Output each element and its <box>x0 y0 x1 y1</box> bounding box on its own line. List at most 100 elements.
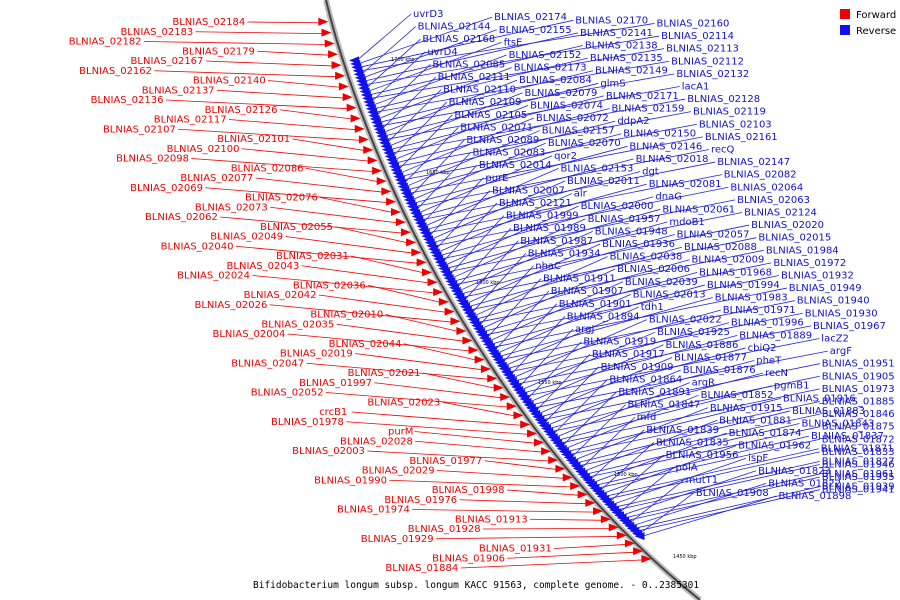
forward-connector <box>403 343 479 362</box>
forward-feature <box>422 268 433 277</box>
reverse-gene-label: BLNIAS_01925 <box>657 327 730 338</box>
forward-connector <box>459 499 590 505</box>
forward-connector <box>320 197 396 214</box>
legend-forward-swatch <box>840 9 850 19</box>
forward-connector <box>247 21 323 24</box>
reverse-gene-label: BLNIAS_01843 <box>802 419 875 430</box>
reverse-connector <box>580 416 636 469</box>
reverse-connector <box>607 451 820 500</box>
forward-connector <box>442 401 518 417</box>
forward-connector <box>346 421 532 435</box>
forward-gene-label: BLNIAS_02010 <box>310 310 383 321</box>
label-connectors <box>143 13 828 569</box>
reverse-connector <box>360 23 655 72</box>
forward-feature <box>358 135 369 144</box>
reverse-gene-label: BLNIAS_02013 <box>633 289 706 300</box>
reverse-connector <box>512 319 648 379</box>
forward-connector <box>270 206 400 224</box>
reverse-gene-label: BLNIAS_02135 <box>590 53 663 64</box>
forward-gene-label: BLNIAS_02029 <box>362 466 435 477</box>
reverse-gene-label: BLNIAS_02084 <box>519 75 592 86</box>
map-caption: Bifidobacterium longum subsp. longum KAC… <box>253 580 699 591</box>
reverse-connector <box>562 391 617 447</box>
forward-gene-label: BLNIAS_02117 <box>154 115 227 126</box>
forward-gene-label: BLNIAS_02024 <box>177 271 250 282</box>
forward-gene-label: BLNIAS_01990 <box>314 475 387 486</box>
reverse-connector <box>393 104 529 161</box>
forward-gene-label: BLNIAS_02055 <box>260 222 333 233</box>
reverse-connector <box>458 231 593 292</box>
reverse-gene-label: BLNIAS_02161 <box>705 132 778 143</box>
reverse-connector <box>410 139 465 197</box>
reverse-connector <box>494 290 550 351</box>
reverse-gene-label: BLNIAS_01891 <box>618 387 691 398</box>
reverse-gene-label: BLNIAS_01907 <box>551 286 624 297</box>
forward-connector <box>336 323 467 342</box>
forward-gene-label: BLNIAS_02162 <box>79 66 152 77</box>
reverse-gene-label: BLNIAS_01919 <box>583 337 656 348</box>
forward-gene-label: BLNIAS_01977 <box>409 456 482 467</box>
reverse-gene-label: BLNIAS_02057 <box>677 230 750 241</box>
reverse-gene-label: BLNIAS_01889 <box>739 330 812 341</box>
forward-connector <box>435 536 621 540</box>
forward-feature <box>520 420 531 429</box>
reverse-gene-label: BLNIAS_02171 <box>606 91 679 102</box>
reverse-gene-label: BLNIAS_01941 <box>822 485 895 496</box>
forward-gene-label: BLNIAS_01931 <box>479 544 552 555</box>
reverse-gene-label: BLNIAS_01994 <box>707 280 780 291</box>
reverse-gene-label: BLNIAS_02103 <box>699 119 772 130</box>
reverse-connector <box>371 51 426 103</box>
forward-gene-label: BLNIAS_02184 <box>172 17 245 28</box>
reverse-gene-label: mdoB1 <box>669 217 704 228</box>
reverse-connector <box>624 473 820 519</box>
reverse-connector <box>416 152 471 211</box>
forward-gene-label: BLNIAS_02182 <box>69 37 142 48</box>
reverse-connector <box>465 243 601 304</box>
forward-feature <box>555 464 566 473</box>
reverse-connector <box>395 108 610 164</box>
tick-label: 1500 kbp <box>614 472 638 478</box>
reverse-connector <box>356 13 412 61</box>
forward-connector <box>191 158 377 173</box>
reverse-connector <box>432 183 647 244</box>
reverse-gene-label: BLNIAS_02121 <box>499 198 572 209</box>
forward-feature <box>335 71 346 80</box>
forward-feature <box>395 218 406 227</box>
reverse-gene-label: BLNIAS_02088 <box>684 242 757 253</box>
reverse-gene-label: BLNIAS_02009 <box>691 255 764 266</box>
reverse-connector <box>496 294 631 354</box>
reverse-connector <box>463 240 519 301</box>
reverse-gene-label: BLNIAS_01837 <box>811 431 884 442</box>
forward-feature <box>577 490 588 499</box>
reverse-gene-label: BLNIAS_01875 <box>822 422 895 433</box>
forward-connector <box>165 99 351 110</box>
forward-feature <box>570 481 581 490</box>
reverse-connector <box>627 476 820 521</box>
reverse-gene-label: BLNIAS_01957 <box>588 214 661 225</box>
reverse-gene-label: BLNIAS_02119 <box>693 107 766 118</box>
forward-connector <box>367 284 443 304</box>
reverse-connector <box>642 495 777 537</box>
reverse-connector <box>587 426 820 478</box>
reverse-connector <box>639 492 695 534</box>
forward-connector <box>530 518 605 521</box>
legend-reverse-swatch <box>840 25 850 35</box>
reverse-connector <box>632 483 767 527</box>
reverse-gene-label: ispF <box>748 453 768 464</box>
forward-feature <box>411 248 422 257</box>
forward-gene-label: BLNIAS_02003 <box>292 446 365 457</box>
reverse-connector <box>510 316 566 376</box>
forward-connector <box>306 362 492 380</box>
reverse-gene-label: BLNIAS_01881 <box>719 415 792 426</box>
reverse-gene-label: BLNIAS_02015 <box>758 233 831 244</box>
reverse-connector <box>544 366 599 423</box>
reverse-connector <box>594 435 810 486</box>
tick-label: 1700 kbp <box>391 57 415 63</box>
forward-connector <box>355 353 485 371</box>
reverse-gene-label: BLNIAS_02160 <box>656 18 729 29</box>
reverse-connector <box>604 448 819 497</box>
forward-connector <box>279 109 355 120</box>
reverse-connector <box>377 67 512 120</box>
reverse-gene-label: BLNIAS_01908 <box>696 488 769 499</box>
